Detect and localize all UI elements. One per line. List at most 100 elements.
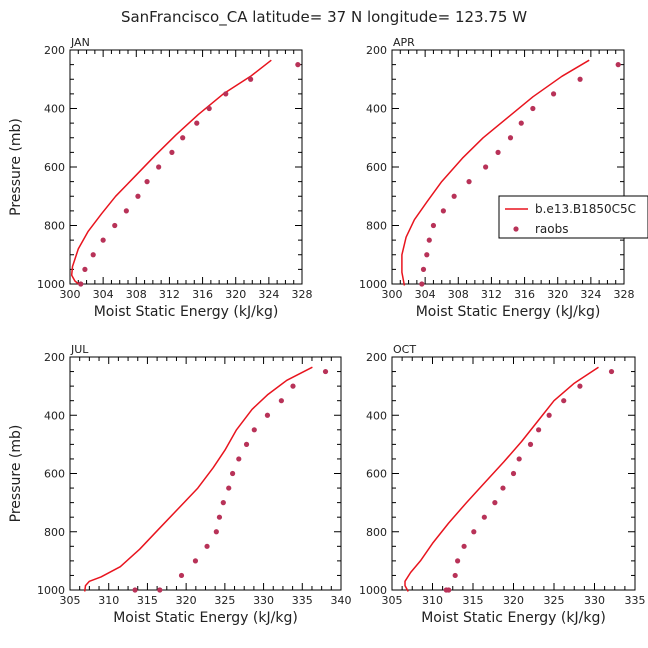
raobs-point <box>192 558 199 564</box>
raobs-point <box>194 120 200 126</box>
x-tick-label: 340 <box>331 594 352 607</box>
raobs-point <box>216 514 223 520</box>
panel-title: JUL <box>70 343 89 356</box>
x-axis-label: Moist Static Energy (kJ/kg) <box>421 610 606 626</box>
y-tick-label: 200 <box>44 44 65 57</box>
raobs-point <box>180 135 186 141</box>
y-tick-label: 1000 <box>37 278 65 291</box>
raobs-point <box>223 91 229 97</box>
x-tick-label: 330 <box>584 594 605 607</box>
raobs-point <box>516 456 522 462</box>
x-tick-label: 320 <box>176 594 197 607</box>
panel-title: OCT <box>393 343 416 356</box>
y-tick-label: 1000 <box>359 584 387 597</box>
x-tick-label: 308 <box>448 288 469 301</box>
y-axis-label: Pressure (mb) <box>8 118 24 216</box>
x-tick-label: 324 <box>258 288 279 301</box>
raobs-point <box>550 91 557 97</box>
raobs-point <box>518 120 524 126</box>
x-tick-label: 310 <box>422 594 443 607</box>
raobs-point <box>495 149 501 155</box>
model-line <box>70 59 272 287</box>
x-tick-label: 315 <box>137 594 158 607</box>
raobs-point <box>144 179 150 185</box>
x-tick-label: 328 <box>614 288 635 301</box>
raobs-point <box>419 281 425 287</box>
raobs-point <box>455 558 461 564</box>
raobs-point <box>78 281 84 287</box>
legend-model-label: b.e13.B1850C5C <box>535 202 636 216</box>
x-tick-label: 304 <box>93 288 114 301</box>
y-tick-label: 600 <box>44 161 65 174</box>
raobs-point <box>420 266 427 272</box>
raobs-point <box>461 543 467 549</box>
plot-frame <box>69 49 303 285</box>
y-tick-label: 1000 <box>359 278 387 291</box>
raobs-point <box>452 572 458 579</box>
y-tick-label: 600 <box>366 468 387 481</box>
raobs-point <box>507 135 514 141</box>
plot-frame <box>69 356 342 591</box>
y-tick-label: 400 <box>44 409 65 422</box>
x-axis-label: Moist Static Energy (kJ/kg) <box>94 304 279 320</box>
x-tick-label: 308 <box>126 288 147 301</box>
raobs-point <box>290 383 296 389</box>
raobs-point <box>561 398 567 404</box>
raobs-point <box>213 529 219 535</box>
x-tick-label: 324 <box>580 288 601 301</box>
y-tick-label: 200 <box>44 351 65 364</box>
raobs-point <box>220 500 226 506</box>
y-tick-label: 200 <box>366 44 387 57</box>
raobs-point <box>243 441 250 447</box>
raobs-point <box>527 441 534 447</box>
raobs-point <box>248 76 254 82</box>
raobs-point <box>322 368 329 375</box>
raobs-point <box>615 62 621 68</box>
plot-frame <box>391 49 625 285</box>
model-line <box>401 59 590 286</box>
x-tick-label: 315 <box>463 594 484 607</box>
y-axis-label: Pressure (mb) <box>8 425 24 523</box>
raobs-point <box>100 237 106 243</box>
x-tick-label: 316 <box>192 288 213 301</box>
raobs-point <box>230 470 236 477</box>
raobs-point <box>510 470 517 477</box>
raobs-point <box>278 398 284 404</box>
raobs-point <box>157 587 163 593</box>
raobs-point <box>169 149 175 155</box>
x-tick-label: 312 <box>159 288 180 301</box>
x-axis-label: Moist Static Energy (kJ/kg) <box>416 304 601 320</box>
x-tick-label: 320 <box>503 594 524 607</box>
raobs-point <box>530 105 536 112</box>
raobs-point <box>132 587 138 593</box>
raobs-point <box>481 514 487 520</box>
x-tick-label: 330 <box>253 594 274 607</box>
x-tick-label: 320 <box>547 288 568 301</box>
panel-title: JAN <box>70 36 90 49</box>
raobs-point <box>82 266 88 272</box>
x-tick-label: 335 <box>625 594 646 607</box>
raobs-point <box>451 193 457 199</box>
figure-title: SanFrancisco_CA latitude= 37 N longitude… <box>121 8 527 27</box>
x-tick-label: 312 <box>481 288 502 301</box>
x-tick-label: 300 <box>60 288 81 301</box>
raobs-point <box>90 252 96 258</box>
y-tick-label: 600 <box>44 468 65 481</box>
x-tick-label: 325 <box>544 594 565 607</box>
model-line <box>404 366 599 592</box>
raobs-point <box>471 529 477 535</box>
x-tick-label: 325 <box>214 594 235 607</box>
x-tick-label: 335 <box>292 594 313 607</box>
y-tick-label: 600 <box>366 161 387 174</box>
raobs-point <box>577 383 583 389</box>
x-tick-label: 300 <box>382 288 403 301</box>
y-tick-label: 800 <box>366 220 387 233</box>
raobs-point <box>206 105 212 112</box>
legend-raobs-marker <box>513 226 519 232</box>
raobs-point <box>440 208 446 214</box>
raobs-point <box>178 572 185 579</box>
model-line <box>83 366 313 592</box>
